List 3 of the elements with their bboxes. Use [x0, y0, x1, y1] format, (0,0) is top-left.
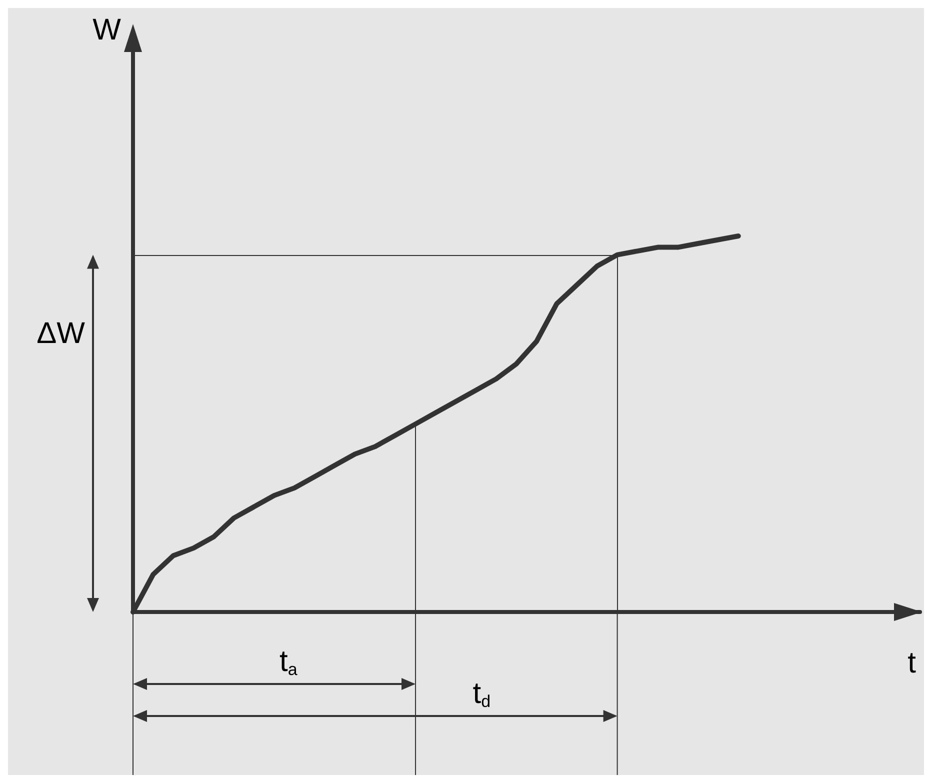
- text: W: [92, 14, 122, 46]
- text: t: [908, 646, 917, 680]
- ref-line-label: ΔW: [36, 316, 86, 350]
